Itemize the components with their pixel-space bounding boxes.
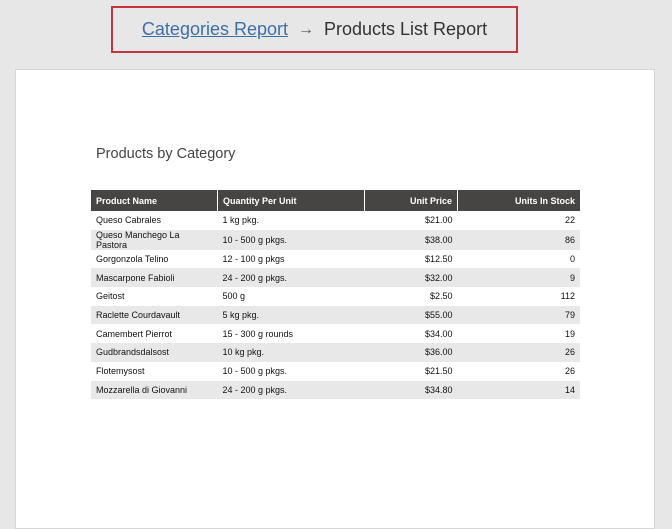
table-row: Mozzarella di Giovanni 24 - 200 g pkgs. $3… [91,380,580,400]
unit-price-cell: $21.50 [424,366,453,377]
units-in-stock-cell: 79 [457,305,580,325]
product-name-cell: Camembert Pierrot [96,328,173,339]
units-in-stock-cell: 22 [564,215,575,226]
unit-price-cell: $32.00 [364,268,458,288]
table-row: Queso Manchego La Pastora 10 - 500 g pkgs… [91,229,580,250]
unit-price-cell: $12.50 [424,254,453,265]
breadcrumb-categories-report-link[interactable]: Categories Report [141,19,288,39]
table-row: Flotemysost 10 - 500 g pkgs. $21.50 26 [91,362,580,381]
unit-price-cell: $34.80 [364,380,458,400]
column-header-quantity-per-unit: Quantity Per Unit [217,190,365,211]
table-row: Queso Cabrales 1 kg pkg. $21.00 22 [91,211,580,230]
breadcrumb-current-page: Products List Report [324,19,488,39]
table-row: Gorgonzola Telino 12 - 100 g pkgs $12.50 0 [91,250,580,269]
product-name-cell: Geitost [96,291,125,302]
table-row: Geitost 500 g $2.50 112 [91,287,580,306]
column-header-unit-price: Unit Price [364,190,458,211]
quantity-per-unit-cell: 5 kg pkg. [217,305,365,325]
product-name-cell: Mascarpone Fabioli [91,268,218,288]
product-name-cell: Flotemysost [96,366,145,377]
product-name-cell: Raclette Courdavault [91,305,218,325]
products-table: Product Name Quantity Per Unit Unit Pric… [91,190,580,400]
quantity-per-unit-cell: 10 kg pkg. [217,343,365,362]
quantity-per-unit-cell: 1 kg pkg. [222,215,260,226]
breadcrumb: Categories Report → Products List Report [111,6,518,53]
table-body: Queso Cabrales 1 kg pkg. $21.00 22 Queso Man… [91,211,580,400]
quantity-per-unit-cell: 15 - 300 g rounds [222,328,294,339]
product-name-cell: Gorgonzola Telino [96,254,169,265]
column-header-product-name: Product Name [91,190,218,211]
quantity-per-unit-cell: 24 - 200 g pkgs. [217,380,365,400]
units-in-stock-cell: 14 [457,380,580,400]
table-header-row: Product Name Quantity Per Unit Unit Pric… [91,190,580,211]
product-name-cell: Queso Cabrales [96,215,162,226]
unit-price-cell: $2.50 [429,291,453,302]
table-row: Gudbrandsdalsost 10 kg pkg. $36.00 26 [91,343,580,362]
quantity-per-unit-cell: 12 - 100 g pkgs [222,254,285,265]
table-row: Camembert Pierrot 15 - 300 g rounds $34.00… [91,324,580,343]
unit-price-cell: $38.00 [364,229,458,250]
units-in-stock-cell: 86 [457,229,580,250]
product-name-cell: Gudbrandsdalsost [91,343,218,362]
units-in-stock-cell: 26 [564,366,575,377]
product-name-cell: Queso Manchego La Pastora [91,229,218,250]
column-header-units-in-stock: Units In Stock [457,190,580,211]
quantity-per-unit-cell: 10 - 500 g pkgs. [222,366,288,377]
units-in-stock-cell: 0 [569,254,575,265]
table-row: Raclette Courdavault 5 kg pkg. $55.00 79 [91,305,580,325]
units-in-stock-cell: 19 [564,328,575,339]
product-name-cell: Mozzarella di Giovanni [91,380,218,400]
quantity-per-unit-cell: 500 g [222,291,246,302]
quantity-per-unit-cell: 10 - 500 g pkgs. [217,229,365,250]
arrow-right-icon: → [298,20,314,38]
quantity-per-unit-cell: 24 - 200 g pkgs. [217,268,365,288]
report-page: Products by Category Product Name Quanti… [15,69,655,529]
unit-price-cell: $21.00 [424,215,453,226]
unit-price-cell: $36.00 [364,343,458,362]
units-in-stock-cell: 112 [560,291,575,302]
units-in-stock-cell: 9 [457,268,580,288]
units-in-stock-cell: 26 [457,343,580,362]
table-row: Mascarpone Fabioli 24 - 200 g pkgs. $32.00… [91,268,580,288]
unit-price-cell: $34.00 [424,328,453,339]
report-title: Products by Category [96,146,236,162]
unit-price-cell: $55.00 [364,305,458,325]
